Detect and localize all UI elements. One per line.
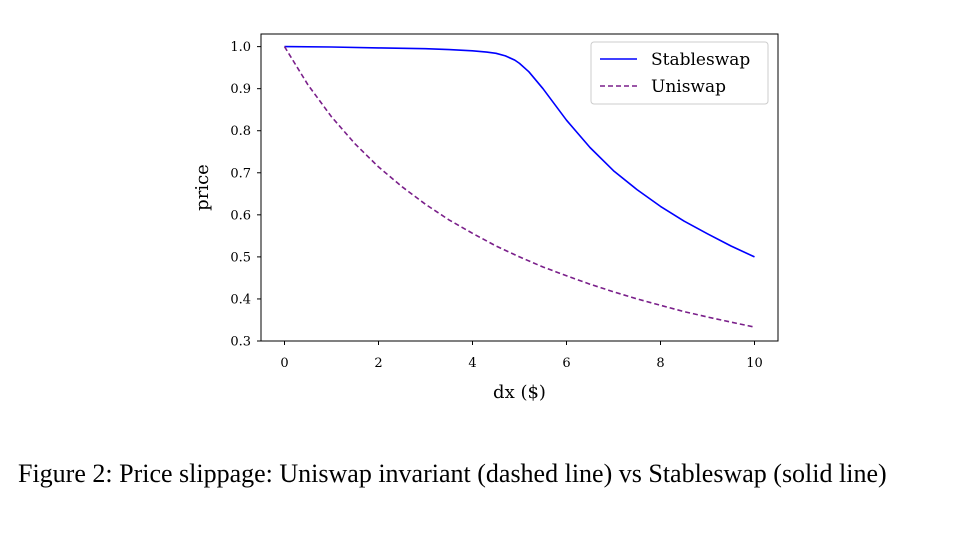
x-tick-label: 2 xyxy=(374,356,382,371)
figure-caption: Figure 2: Price slippage: Uniswap invari… xyxy=(18,459,887,488)
y-tick-label: 1.0 xyxy=(230,40,251,55)
x-tick-label: 4 xyxy=(468,356,476,371)
y-tick-label: 0.5 xyxy=(230,250,251,265)
figure: 0 2 4 6 8 10 0.3 0.4 0.5 0.6 0.7 0.8 0.9 1.0 dx ($) pri… xyxy=(192,33,779,403)
y-tick-label: 0.7 xyxy=(230,166,251,181)
y-tick-label: 0.4 xyxy=(230,292,251,307)
x-tick-label: 6 xyxy=(562,356,570,371)
series-line-uniswap xyxy=(283,46,755,328)
x-tick-label: 8 xyxy=(656,356,664,371)
x-tick-label: 0 xyxy=(280,356,288,371)
plot-frame xyxy=(260,33,779,342)
legend-label-stableswap: Stableswap xyxy=(651,50,750,70)
y-tick-label: 0.3 xyxy=(230,335,251,350)
series-line-stableswap xyxy=(284,45,755,258)
legend-label-uniswap: Uniswap xyxy=(651,77,726,97)
x-axis-label: dx ($) xyxy=(493,382,546,403)
x-tick-label: 10 xyxy=(746,356,763,371)
y-tick-label: 0.8 xyxy=(230,124,251,139)
y-axis-label: price xyxy=(192,164,213,211)
y-tick-label: 0.6 xyxy=(230,208,251,223)
price-slippage-chart: 0 2 4 6 8 10 0.3 0.4 0.5 0.6 0.7 0.8 0.9 1.0 dx ($) pri… xyxy=(192,33,779,403)
legend-box xyxy=(590,41,769,105)
y-tick-label: 0.9 xyxy=(230,82,251,97)
